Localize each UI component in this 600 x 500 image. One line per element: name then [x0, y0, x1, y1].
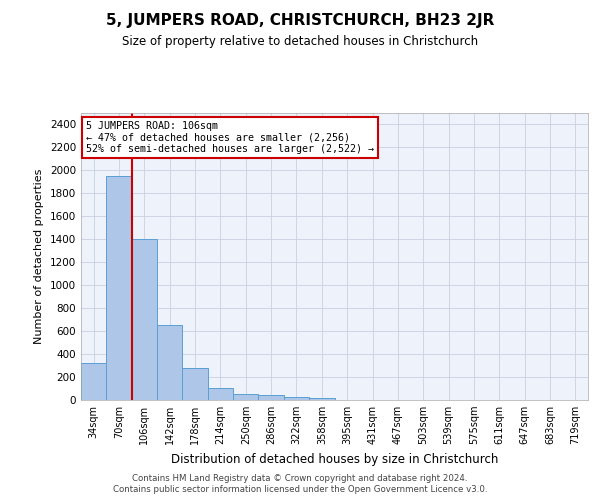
Bar: [182, 368, 208, 400]
Text: Size of property relative to detached houses in Christchurch: Size of property relative to detached ho…: [122, 35, 478, 48]
Bar: [106, 176, 132, 400]
Text: 5, JUMPERS ROAD, CHRISTCHURCH, BH23 2JR: 5, JUMPERS ROAD, CHRISTCHURCH, BH23 2JR: [106, 12, 494, 28]
Bar: [208, 388, 233, 400]
Bar: [81, 362, 106, 400]
Y-axis label: Number of detached properties: Number of detached properties: [34, 168, 44, 344]
Bar: [259, 396, 284, 400]
Bar: [284, 396, 309, 400]
Bar: [233, 394, 259, 400]
X-axis label: Distribution of detached houses by size in Christchurch: Distribution of detached houses by size …: [171, 452, 498, 466]
Bar: [132, 239, 157, 400]
Text: 5 JUMPERS ROAD: 106sqm
← 47% of detached houses are smaller (2,256)
52% of semi-: 5 JUMPERS ROAD: 106sqm ← 47% of detached…: [86, 121, 374, 154]
Bar: [157, 325, 182, 400]
Text: Contains HM Land Registry data © Crown copyright and database right 2024.
Contai: Contains HM Land Registry data © Crown c…: [113, 474, 487, 494]
Bar: [309, 398, 335, 400]
